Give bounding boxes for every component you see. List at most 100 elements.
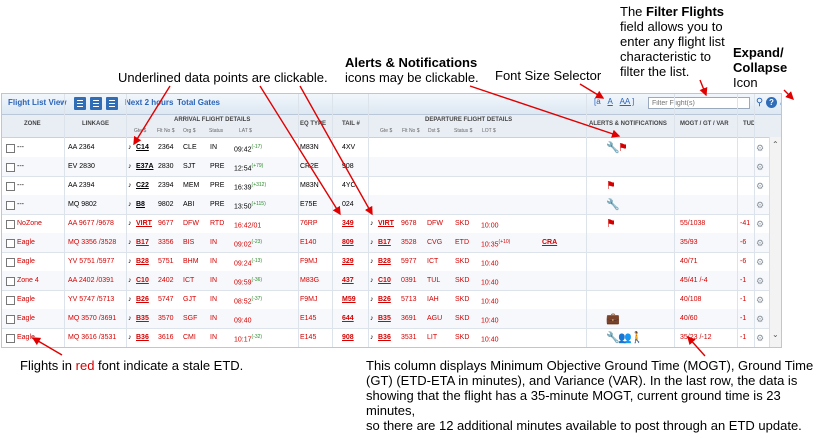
gear-icon[interactable]: ⚙ (756, 143, 765, 153)
link-icon[interactable]: ♪ (370, 315, 374, 322)
arrival-gate-link[interactable]: C22 (136, 182, 149, 189)
link-icon[interactable]: ♪ (128, 258, 132, 265)
table-row[interactable]: --- AA 2394 ♪ C22 2394 MEM PRE 16:39(+31… (2, 176, 781, 196)
filter-flights-input[interactable] (648, 97, 750, 109)
link-icon[interactable]: ♪ (128, 239, 132, 246)
gear-icon[interactable]: ⚙ (756, 314, 765, 324)
row-checkbox[interactable] (6, 163, 15, 172)
departure-gate-link[interactable]: B36 (378, 334, 391, 341)
flag-icon[interactable]: ⚑ (606, 218, 616, 230)
table-row[interactable]: Eagle MQ 3356 /3528 ♪ B17 3356 BIS IN 09… (2, 233, 781, 253)
link-icon[interactable]: ♪ (128, 315, 132, 322)
table-row[interactable]: Eagle MQ 3616 /3531 ♪ B36 3616 CMI IN 10… (2, 328, 781, 347)
tail-link[interactable]: 4YC (342, 182, 356, 189)
total-gates-link[interactable]: Total Gates (177, 98, 220, 107)
link-icon[interactable]: ♪ (370, 258, 374, 265)
wrench-icon[interactable]: 🔧 (606, 332, 620, 344)
row-checkbox[interactable] (6, 258, 15, 267)
flag-icon[interactable]: ⚑ (618, 142, 628, 154)
tail-link[interactable]: 809 (342, 239, 354, 246)
gear-icon[interactable]: ⚙ (756, 162, 765, 172)
col-linkage[interactable]: LINKAGE (82, 121, 109, 127)
flag-icon[interactable]: ⚑ (606, 180, 616, 192)
gear-icon[interactable]: ⚙ (756, 333, 765, 343)
crew-icon[interactable]: 👥 (618, 332, 632, 344)
col-dep-gate[interactable]: Gte $ (380, 128, 393, 134)
link-icon[interactable]: ♪ (128, 201, 132, 208)
link-icon[interactable]: ♪ (370, 296, 374, 303)
departure-gate-link[interactable]: C10 (378, 277, 391, 284)
col-arr-lat[interactable]: LAT $ (239, 128, 252, 134)
list-view-icon[interactable] (74, 97, 86, 110)
col-eq-type[interactable]: EQ TYPE (300, 121, 327, 127)
table-row[interactable]: --- EV 2830 ♪ E37A 2830 SJT PRE 12:54(+7… (2, 157, 781, 177)
tail-link[interactable]: 644 (342, 315, 354, 322)
link-icon[interactable]: ♪ (128, 296, 132, 303)
gear-icon[interactable]: ⚙ (756, 219, 765, 229)
arrival-gate-link[interactable]: B28 (136, 258, 149, 265)
col-arr-status[interactable]: Status (209, 128, 224, 134)
scroll-down-icon[interactable]: ⌄ (772, 330, 779, 339)
tail-link[interactable]: 437 (342, 277, 354, 284)
tail-link[interactable]: 908 (342, 334, 354, 341)
col-arr-org[interactable]: Org $ (183, 128, 196, 134)
row-checkbox[interactable] (6, 220, 15, 229)
row-checkbox[interactable] (6, 144, 15, 153)
row-checkbox[interactable] (6, 315, 15, 324)
tail-link[interactable]: M59 (342, 296, 356, 303)
link-icon[interactable]: ♪ (370, 239, 374, 246)
gear-icon[interactable]: ⚙ (756, 295, 765, 305)
col-dep-status[interactable]: Status $ (454, 128, 473, 134)
tail-link[interactable]: 349 (342, 220, 354, 227)
departure-gate-link[interactable]: B28 (378, 258, 391, 265)
font-medium-button[interactable]: A (607, 97, 613, 106)
col-arr-flt[interactable]: Flt No $ (157, 128, 175, 134)
col-alerts[interactable]: ALERTS & NOTIFICATIONS (589, 121, 667, 127)
link-icon[interactable]: ♪ (128, 277, 132, 284)
gear-icon[interactable]: ⚙ (756, 276, 765, 286)
col-dep-dst[interactable]: Dst $ (428, 128, 440, 134)
link-icon[interactable]: ♪ (370, 334, 374, 341)
tail-link[interactable]: 4XV (342, 144, 356, 151)
bag-icon[interactable]: 💼 (606, 313, 620, 325)
tail-link[interactable]: 024 (342, 201, 354, 208)
gear-icon[interactable]: ⚙ (756, 238, 765, 248)
help-icon[interactable]: ? (766, 97, 777, 108)
table-row[interactable]: Eagle MQ 3570 /3691 ♪ B35 3570 SGF IN 09… (2, 309, 781, 329)
grid-view-icon[interactable] (90, 97, 102, 110)
row-checkbox[interactable] (6, 239, 15, 248)
table-row[interactable]: --- AA 2364 ♪ C14 2364 CLE IN 09:42(-17)… (2, 138, 781, 158)
departure-gate-link[interactable]: B26 (378, 296, 391, 303)
arrival-gate-link[interactable]: B36 (136, 334, 149, 341)
wrench-icon[interactable]: 🔧 (606, 142, 620, 154)
link-icon[interactable]: ♪ (128, 182, 132, 189)
table-row[interactable]: NoZone AA 9677 /9678 ♪ VIRT 9677 DFW RTD… (2, 214, 781, 234)
arrival-gate-link[interactable]: C10 (136, 277, 149, 284)
expand-collapse-icon[interactable]: ⤢ (778, 97, 781, 108)
vertical-scrollbar[interactable]: ⌃ ⌄ (769, 137, 781, 347)
font-small-button[interactable]: [a (594, 97, 601, 106)
wrench-icon[interactable]: 🔧 (606, 199, 620, 211)
col-arr-gate[interactable]: Gte $ (134, 128, 147, 134)
arrival-gate-link[interactable]: VIRT (136, 220, 152, 227)
gear-icon[interactable]: ⚙ (756, 181, 765, 191)
search-icon[interactable]: ⚲ (755, 97, 764, 108)
row-checkbox[interactable] (6, 201, 15, 210)
link-icon[interactable]: ♪ (370, 277, 374, 284)
row-checkbox[interactable] (6, 182, 15, 191)
table-row[interactable]: --- MQ 9802 ♪ B8 9802 ABI PRE 13:50(+115… (2, 195, 781, 215)
col-dep-lot[interactable]: LOT $ (482, 128, 496, 134)
col-tail[interactable]: TAIL # (342, 121, 360, 127)
arrival-gate-link[interactable]: E37A (136, 163, 154, 170)
table-row[interactable]: Eagle YV 5747 /5713 ♪ B26 5747 GJT IN 08… (2, 290, 781, 310)
arrival-gate-link[interactable]: B17 (136, 239, 149, 246)
col-mogt[interactable]: MOGT / GT / VAR (680, 121, 729, 127)
link-icon[interactable]: ♪ (128, 163, 132, 170)
arrival-gate-link[interactable]: C14 (136, 144, 149, 151)
link-icon[interactable]: ♪ (128, 334, 132, 341)
table-row[interactable]: Eagle YV 5751 /5977 ♪ B28 5751 BHM IN 09… (2, 252, 781, 272)
arrival-gate-link[interactable]: B8 (136, 201, 145, 208)
departure-gate-link[interactable]: B17 (378, 239, 391, 246)
tail-link[interactable]: 908 (342, 163, 354, 170)
col-dep-flt[interactable]: Flt No $ (402, 128, 420, 134)
